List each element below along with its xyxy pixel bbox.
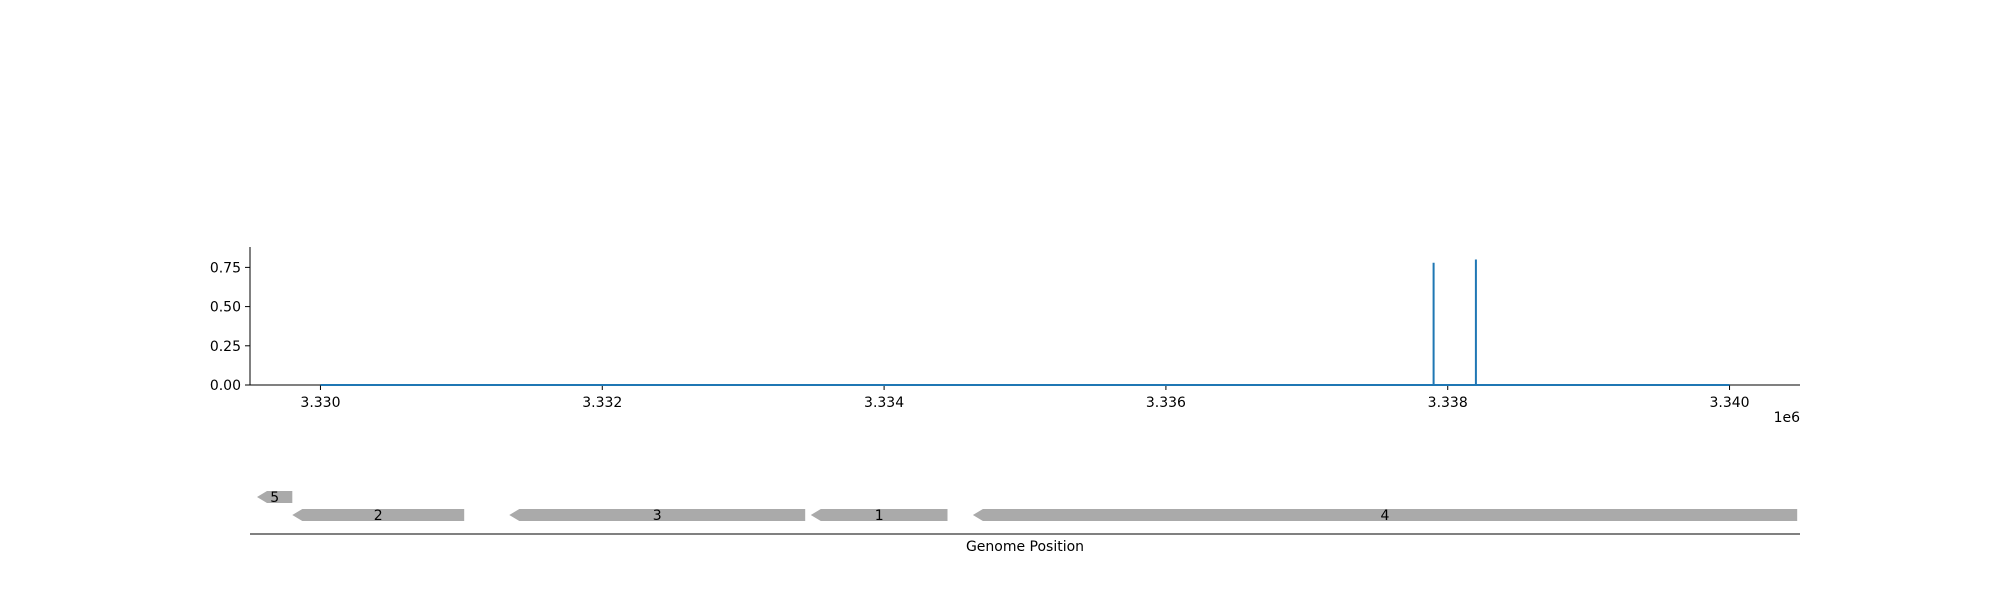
- signal-y-ticks: 0.00 0.25 0.50 0.75: [210, 260, 250, 394]
- gene-arrow: [509, 509, 806, 521]
- x-tick-label: 3.334: [864, 395, 904, 411]
- gene-arrow: [292, 509, 465, 521]
- gene-label: 4: [1381, 508, 1390, 524]
- x-axis-label: Genome Position: [966, 539, 1084, 555]
- gene-label: 2: [374, 508, 383, 524]
- gene-label: 3: [653, 508, 662, 524]
- gene-arrow: [257, 491, 293, 503]
- x-tick-label: 3.330: [300, 395, 340, 411]
- y-tick-label: 0.50: [210, 300, 241, 316]
- x-tick-label: 3.340: [1709, 395, 1749, 411]
- signal-x-ticks: 3.330 3.332 3.334 3.336 3.338 3.340: [300, 385, 1750, 411]
- gene-arrows: 5 2 3 1 4: [257, 490, 1798, 524]
- gene-label: 5: [270, 490, 279, 506]
- gene-arrow: [972, 509, 1798, 521]
- gene-arrow: [810, 509, 948, 521]
- signal-series-line: [320, 259, 1730, 386]
- x-tick-label: 3.338: [1428, 395, 1468, 411]
- gene-track: 5 2 3 1 4 Genome Position: [250, 490, 1800, 555]
- x-offset-label: 1e6: [1774, 410, 1801, 426]
- signal-plot: 0.000.250.500.75 3.330 3.332 3.334 3.336 3.3…: [210, 247, 1800, 426]
- x-tick-label: 3.336: [1146, 395, 1186, 411]
- y-tick-label: 0.00: [210, 378, 241, 394]
- y-tick-label: 0.25: [210, 339, 241, 355]
- gene-label: 1: [875, 508, 884, 524]
- y-tick-label: 0.75: [210, 260, 241, 276]
- x-tick-label: 3.332: [582, 395, 622, 411]
